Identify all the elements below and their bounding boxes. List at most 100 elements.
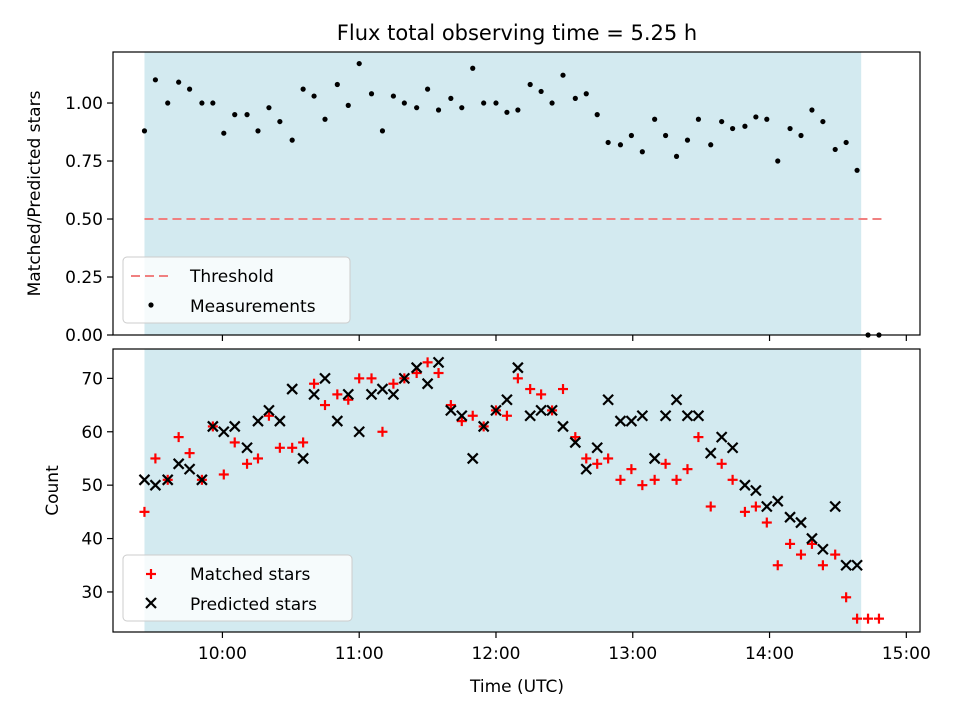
matched-star-point xyxy=(298,437,309,448)
legend-threshold-label: Threshold xyxy=(189,267,274,287)
measurement-point xyxy=(289,137,295,143)
predicted-star-point xyxy=(524,409,536,422)
measurement-point xyxy=(538,88,544,95)
measurement-point xyxy=(176,79,182,85)
measurement-point xyxy=(435,107,442,113)
measurement-point xyxy=(244,112,250,118)
predicted-star-point xyxy=(149,479,162,491)
measurement-points xyxy=(141,60,882,338)
predicted-star-point xyxy=(750,484,762,497)
matched-star-point xyxy=(139,506,150,517)
measurement-point xyxy=(277,118,283,125)
matched-star-point xyxy=(660,458,671,469)
predicted-star-point xyxy=(636,409,649,422)
measurement-point xyxy=(141,128,148,134)
predicted-star-point xyxy=(456,409,468,422)
predicted-star-point xyxy=(512,361,524,374)
predicted-star-point xyxy=(196,474,208,486)
measurement-point xyxy=(448,95,454,101)
measurement-point xyxy=(356,60,362,67)
measurement-point xyxy=(390,93,396,99)
predicted-star-point xyxy=(580,463,593,475)
matched-star-point xyxy=(558,384,569,395)
measurement-point xyxy=(708,142,714,148)
predicted-star-point xyxy=(138,474,151,486)
measurement-point xyxy=(662,132,669,139)
predicted-star-point xyxy=(365,388,378,401)
y-tick-label: 1.00 xyxy=(65,94,103,114)
measurement-point xyxy=(232,112,238,118)
count-axes-ticks: 10:00 11:00 12:00 13:00 14:00 15:00 30 40 50 60 70 xyxy=(81,369,930,664)
legend-matched-swatch xyxy=(146,569,156,579)
matched-star-point xyxy=(456,416,467,427)
measurement-point xyxy=(165,100,171,106)
measurement-point xyxy=(515,107,521,113)
matched-star-point xyxy=(727,474,738,485)
matched-star-point xyxy=(433,368,444,379)
chart-title: Flux total observing time = 5.25 h xyxy=(337,21,697,45)
measurement-point xyxy=(843,139,849,146)
matched-star-point xyxy=(366,373,377,384)
predicted-star-point xyxy=(183,463,196,475)
measurement-point xyxy=(695,116,702,122)
matched-star-point xyxy=(705,501,716,512)
predicted-star-point xyxy=(297,452,309,465)
measurement-point xyxy=(798,132,804,139)
measurement-point xyxy=(255,128,261,134)
count-axes-frame xyxy=(112,348,921,633)
measurement-point xyxy=(470,65,476,71)
matched-star-point xyxy=(422,357,433,368)
predicted-star-point xyxy=(681,409,694,422)
ratio-axes-frame xyxy=(112,51,921,336)
measurement-point xyxy=(199,100,205,106)
measurement-point xyxy=(414,105,420,111)
predicted-star-point xyxy=(648,452,661,465)
y-tick-label: 0.50 xyxy=(65,210,103,230)
measurement-point xyxy=(266,105,272,111)
predicted-star-point xyxy=(466,452,479,465)
matched-star-point xyxy=(873,613,884,624)
matched-star-point xyxy=(332,389,343,400)
measurement-point xyxy=(820,118,826,125)
matched-star-point xyxy=(274,442,285,453)
matched-star-point xyxy=(817,560,828,571)
matched-star-point xyxy=(852,613,863,624)
matched-star-point xyxy=(263,410,274,421)
predicted-star-point xyxy=(614,415,627,427)
x-tick-label: 14:00 xyxy=(745,644,794,664)
measurement-point xyxy=(854,167,860,173)
matched-star-point xyxy=(739,506,750,517)
predicted-star-point xyxy=(715,431,728,443)
matched-star-point xyxy=(761,517,772,528)
measurement-point xyxy=(764,116,770,122)
x-tick-label: 12:00 xyxy=(471,644,520,664)
measurement-point xyxy=(673,153,680,159)
predicted-star-point xyxy=(353,425,365,438)
predicted-star-point xyxy=(625,415,638,427)
matched-star-point xyxy=(863,613,874,624)
count-panel: 10:00 11:00 12:00 13:00 14:00 15:00 30 40 50 60 70… xyxy=(43,348,931,697)
predicted-star-point xyxy=(692,409,705,422)
measurement-point xyxy=(368,91,375,97)
count-legend: Matched stars Predicted stars xyxy=(122,554,353,622)
predicted-star-point xyxy=(501,393,513,406)
predicted-star-point xyxy=(795,516,807,529)
predicted-star-point xyxy=(670,393,683,406)
predicted-star-point xyxy=(569,436,582,449)
measurement-point xyxy=(311,93,317,99)
predicted-star-point xyxy=(840,559,852,572)
matched-star-point xyxy=(501,410,512,421)
predicted-star-point xyxy=(784,511,796,523)
matched-star-point xyxy=(354,373,365,384)
measurement-point xyxy=(322,116,328,122)
y-tick-label: 0.00 xyxy=(65,326,103,346)
measurement-point xyxy=(684,137,691,143)
count-points xyxy=(138,356,884,624)
measurement-point xyxy=(221,130,227,136)
y-tick-label: 70 xyxy=(81,369,103,389)
predicted-star-point xyxy=(172,458,185,470)
measurement-point xyxy=(152,77,159,83)
predicted-star-point xyxy=(218,425,230,438)
predicted-star-point xyxy=(659,409,672,422)
